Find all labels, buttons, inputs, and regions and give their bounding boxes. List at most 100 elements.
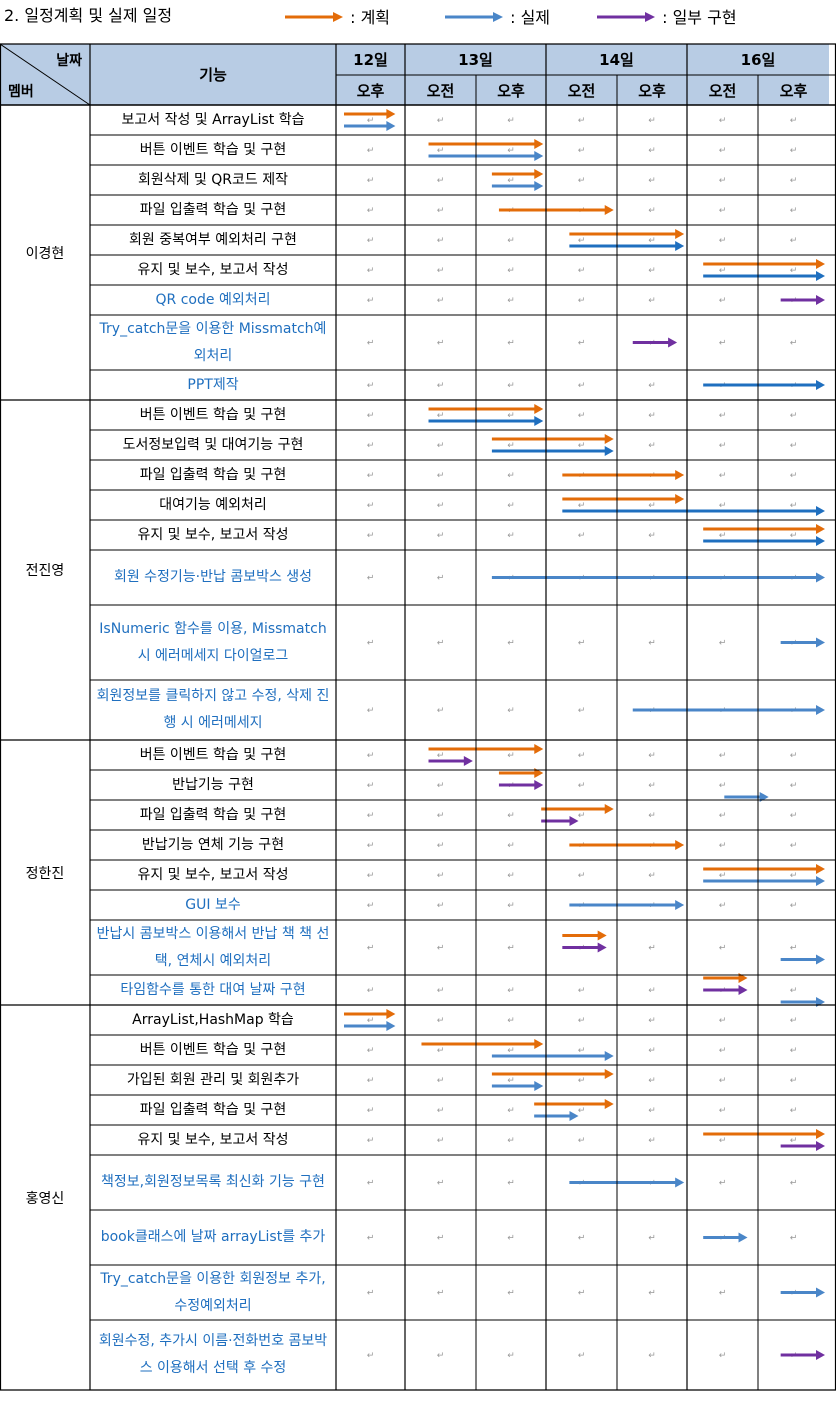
paragraph-mark: ↵ bbox=[507, 639, 515, 649]
paragraph-mark: ↵ bbox=[719, 296, 727, 306]
partial-arrow bbox=[541, 816, 579, 826]
plan-arrow bbox=[562, 470, 685, 480]
feature-cell: 유지 및 보수, 보고서 작성 bbox=[137, 1131, 289, 1148]
paragraph-mark: ↵ bbox=[648, 1289, 656, 1299]
plan-arrow bbox=[498, 205, 614, 215]
paragraph-mark: ↵ bbox=[367, 1351, 375, 1361]
paragraph-mark: ↵ bbox=[507, 339, 515, 349]
header-slot: 오전 bbox=[687, 75, 758, 105]
paragraph-mark: ↵ bbox=[437, 1136, 445, 1146]
actual_dark-arrow bbox=[703, 271, 825, 281]
paragraph-mark: ↵ bbox=[507, 146, 515, 156]
paragraph-mark: ↵ bbox=[437, 811, 445, 821]
paragraph-mark: ↵ bbox=[790, 871, 798, 881]
feature-cell: 도서정보입력 및 대여기능 구현 bbox=[122, 436, 304, 453]
paragraph-mark: ↵ bbox=[367, 1106, 375, 1116]
paragraph-mark: ↵ bbox=[790, 1016, 798, 1026]
feature-cell: Try_catch문을 이용한 회원정보 추가, 수정예외처리 bbox=[100, 1270, 326, 1314]
paragraph-mark: ↵ bbox=[437, 1234, 445, 1244]
legend-plan: : 계획 bbox=[285, 4, 390, 28]
feature-cell: book클래스에 날짜 arrayList를 추가 bbox=[100, 1229, 326, 1245]
plan-arrow bbox=[703, 524, 825, 534]
paragraph-mark: ↵ bbox=[719, 236, 727, 246]
paragraph-mark: ↵ bbox=[507, 944, 515, 954]
paragraph-mark: ↵ bbox=[507, 811, 515, 821]
paragraph-mark: ↵ bbox=[578, 116, 586, 126]
partial-arrow bbox=[780, 295, 825, 305]
header-day: 12일 bbox=[336, 44, 405, 75]
paragraph-mark: ↵ bbox=[437, 1289, 445, 1299]
plan-arrow bbox=[562, 494, 685, 504]
paragraph-mark: ↵ bbox=[648, 751, 656, 761]
paragraph-mark: ↵ bbox=[578, 986, 586, 996]
paragraph-mark: ↵ bbox=[719, 471, 727, 481]
partial-arrow bbox=[498, 780, 544, 790]
paragraph-mark: ↵ bbox=[367, 781, 375, 791]
actual_dark-arrow bbox=[703, 536, 825, 546]
paragraph-mark: ↵ bbox=[719, 441, 727, 451]
paragraph-mark: ↵ bbox=[578, 1351, 586, 1361]
paragraph-mark: ↵ bbox=[437, 441, 445, 451]
paragraph-mark: ↵ bbox=[367, 381, 375, 391]
actual-arrow bbox=[428, 151, 544, 161]
feature-cell: 버튼 이벤트 학습 및 구현 bbox=[139, 1041, 287, 1058]
paragraph-mark: ↵ bbox=[790, 1106, 798, 1116]
paragraph-mark: ↵ bbox=[578, 1046, 586, 1056]
plan-arrow bbox=[569, 840, 685, 850]
paragraph-mark: ↵ bbox=[648, 176, 656, 186]
paragraph-mark: ↵ bbox=[790, 116, 798, 126]
feature-cell: 회원수정, 추가시 이름·전화번호 콤보박스 이용해서 선택 후 수정 bbox=[98, 1333, 328, 1376]
paragraph-mark: ↵ bbox=[648, 1106, 656, 1116]
paragraph-mark: ↵ bbox=[790, 266, 798, 276]
paragraph-mark: ↵ bbox=[437, 841, 445, 851]
paragraph-mark: ↵ bbox=[790, 236, 798, 246]
paragraph-mark: ↵ bbox=[790, 471, 798, 481]
paragraph-mark: ↵ bbox=[790, 411, 798, 421]
paragraph-mark: ↵ bbox=[648, 236, 656, 246]
paragraph-mark: ↵ bbox=[790, 531, 798, 541]
paragraph-mark: ↵ bbox=[507, 381, 515, 391]
partial-arrow bbox=[703, 985, 748, 995]
paragraph-mark: ↵ bbox=[578, 781, 586, 791]
paragraph-mark: ↵ bbox=[648, 1016, 656, 1026]
feature-cell: 회원삭제 및 QR코드 제작 bbox=[137, 171, 289, 188]
paragraph-mark: ↵ bbox=[648, 781, 656, 791]
member-name: 전진영 bbox=[25, 563, 65, 579]
paragraph-mark: ↵ bbox=[790, 441, 798, 451]
paragraph-mark: ↵ bbox=[507, 116, 515, 126]
paragraph-mark: ↵ bbox=[790, 501, 798, 511]
paragraph-mark: ↵ bbox=[790, 1046, 798, 1056]
paragraph-mark: ↵ bbox=[367, 811, 375, 821]
feature-cell: 유지 및 보수, 보고서 작성 bbox=[137, 866, 289, 883]
partial-arrow bbox=[780, 1141, 825, 1151]
feature-cell: 유지 및 보수, 보고서 작성 bbox=[137, 526, 289, 543]
paragraph-mark: ↵ bbox=[578, 441, 586, 451]
paragraph-mark: ↵ bbox=[578, 266, 586, 276]
paragraph-mark: ↵ bbox=[648, 1046, 656, 1056]
actual-arrow bbox=[491, 572, 825, 583]
paragraph-mark: ↵ bbox=[367, 944, 375, 954]
paragraph-mark: ↵ bbox=[648, 266, 656, 276]
plan-arrow bbox=[428, 139, 544, 149]
paragraph-mark: ↵ bbox=[437, 1016, 445, 1026]
paragraph-mark: ↵ bbox=[367, 206, 375, 216]
paragraph-mark: ↵ bbox=[367, 1076, 375, 1086]
paragraph-mark: ↵ bbox=[507, 471, 515, 481]
actual-arrow bbox=[491, 1081, 544, 1091]
purple-arrow-icon bbox=[597, 9, 657, 28]
paragraph-mark: ↵ bbox=[367, 441, 375, 451]
header-slot: 오전 bbox=[546, 75, 617, 105]
paragraph-mark: ↵ bbox=[507, 501, 515, 511]
paragraph-mark: ↵ bbox=[648, 501, 656, 511]
paragraph-mark: ↵ bbox=[648, 381, 656, 391]
paragraph-mark: ↵ bbox=[437, 206, 445, 216]
paragraph-mark: ↵ bbox=[790, 206, 798, 216]
plan-arrow bbox=[703, 864, 825, 874]
paragraph-mark: ↵ bbox=[648, 411, 656, 421]
feature-cell: 반납기능 구현 bbox=[172, 776, 254, 793]
actual-arrow bbox=[491, 181, 544, 191]
paragraph-mark: ↵ bbox=[790, 1179, 798, 1189]
paragraph-mark: ↵ bbox=[578, 1289, 586, 1299]
